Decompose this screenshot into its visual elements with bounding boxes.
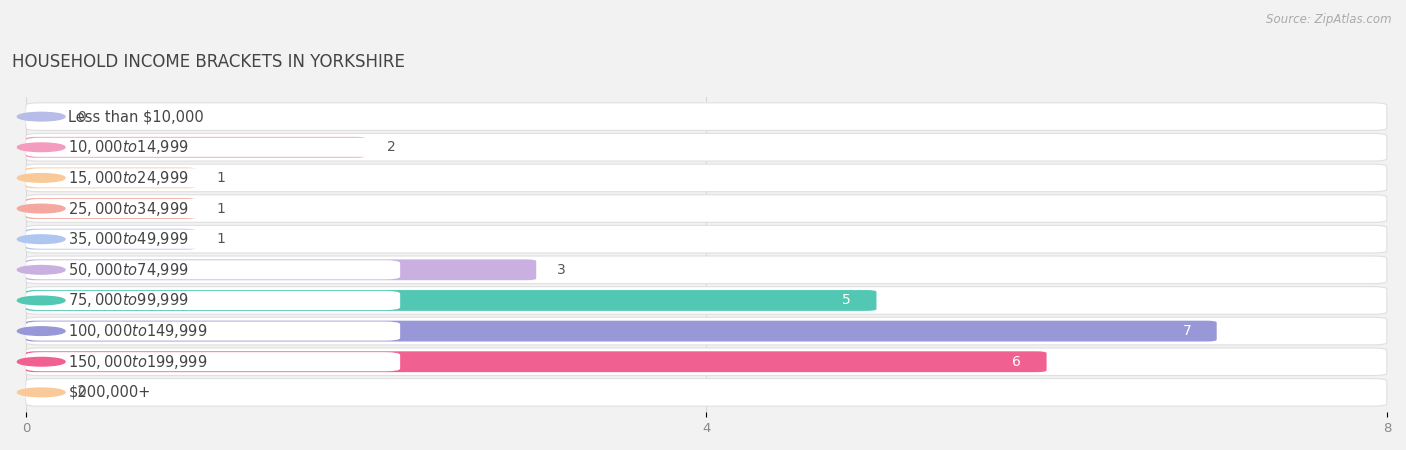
FancyBboxPatch shape	[25, 260, 401, 279]
Text: Less than $10,000: Less than $10,000	[69, 109, 204, 124]
FancyBboxPatch shape	[25, 378, 1386, 406]
Text: 0: 0	[77, 110, 86, 124]
Text: 2: 2	[387, 140, 395, 154]
Text: 1: 1	[217, 171, 225, 185]
Text: $50,000 to $74,999: $50,000 to $74,999	[69, 261, 190, 279]
FancyBboxPatch shape	[25, 198, 195, 219]
FancyBboxPatch shape	[25, 199, 401, 218]
FancyBboxPatch shape	[25, 164, 1386, 192]
FancyBboxPatch shape	[25, 291, 401, 310]
FancyBboxPatch shape	[25, 195, 1386, 222]
FancyBboxPatch shape	[25, 137, 366, 157]
FancyBboxPatch shape	[25, 352, 401, 371]
FancyBboxPatch shape	[25, 290, 876, 311]
Circle shape	[17, 204, 65, 213]
Text: 1: 1	[217, 202, 225, 216]
FancyBboxPatch shape	[25, 287, 1386, 314]
Circle shape	[17, 143, 65, 152]
Text: $200,000+: $200,000+	[69, 385, 150, 400]
Circle shape	[17, 327, 65, 335]
Text: 1: 1	[217, 232, 225, 246]
Text: 7: 7	[1182, 324, 1191, 338]
FancyBboxPatch shape	[25, 134, 1386, 161]
FancyBboxPatch shape	[25, 107, 401, 126]
Text: HOUSEHOLD INCOME BRACKETS IN YORKSHIRE: HOUSEHOLD INCOME BRACKETS IN YORKSHIRE	[13, 54, 405, 72]
Circle shape	[17, 357, 65, 366]
FancyBboxPatch shape	[25, 317, 1386, 345]
FancyBboxPatch shape	[25, 256, 1386, 284]
Text: $10,000 to $14,999: $10,000 to $14,999	[69, 138, 190, 156]
Circle shape	[17, 112, 65, 121]
Text: $100,000 to $149,999: $100,000 to $149,999	[69, 322, 208, 340]
FancyBboxPatch shape	[25, 351, 1046, 372]
Circle shape	[17, 266, 65, 274]
FancyBboxPatch shape	[25, 229, 195, 250]
FancyBboxPatch shape	[25, 321, 401, 341]
Text: $15,000 to $24,999: $15,000 to $24,999	[69, 169, 190, 187]
FancyBboxPatch shape	[25, 383, 401, 402]
Text: Source: ZipAtlas.com: Source: ZipAtlas.com	[1267, 14, 1392, 27]
Circle shape	[17, 296, 65, 305]
FancyBboxPatch shape	[25, 167, 195, 188]
Text: $25,000 to $34,999: $25,000 to $34,999	[69, 199, 190, 217]
Circle shape	[17, 388, 65, 396]
FancyBboxPatch shape	[25, 321, 1216, 342]
FancyBboxPatch shape	[25, 259, 536, 280]
Circle shape	[17, 235, 65, 243]
Text: 5: 5	[842, 293, 851, 307]
Text: 3: 3	[557, 263, 565, 277]
Circle shape	[17, 174, 65, 182]
Text: $35,000 to $49,999: $35,000 to $49,999	[69, 230, 190, 248]
Text: 0: 0	[77, 385, 86, 399]
Text: 6: 6	[1012, 355, 1021, 369]
FancyBboxPatch shape	[25, 168, 401, 188]
FancyBboxPatch shape	[25, 348, 1386, 375]
FancyBboxPatch shape	[25, 230, 401, 249]
Text: $150,000 to $199,999: $150,000 to $199,999	[69, 353, 208, 371]
FancyBboxPatch shape	[25, 103, 1386, 130]
FancyBboxPatch shape	[25, 225, 1386, 253]
Text: $75,000 to $99,999: $75,000 to $99,999	[69, 292, 190, 310]
FancyBboxPatch shape	[25, 138, 401, 157]
